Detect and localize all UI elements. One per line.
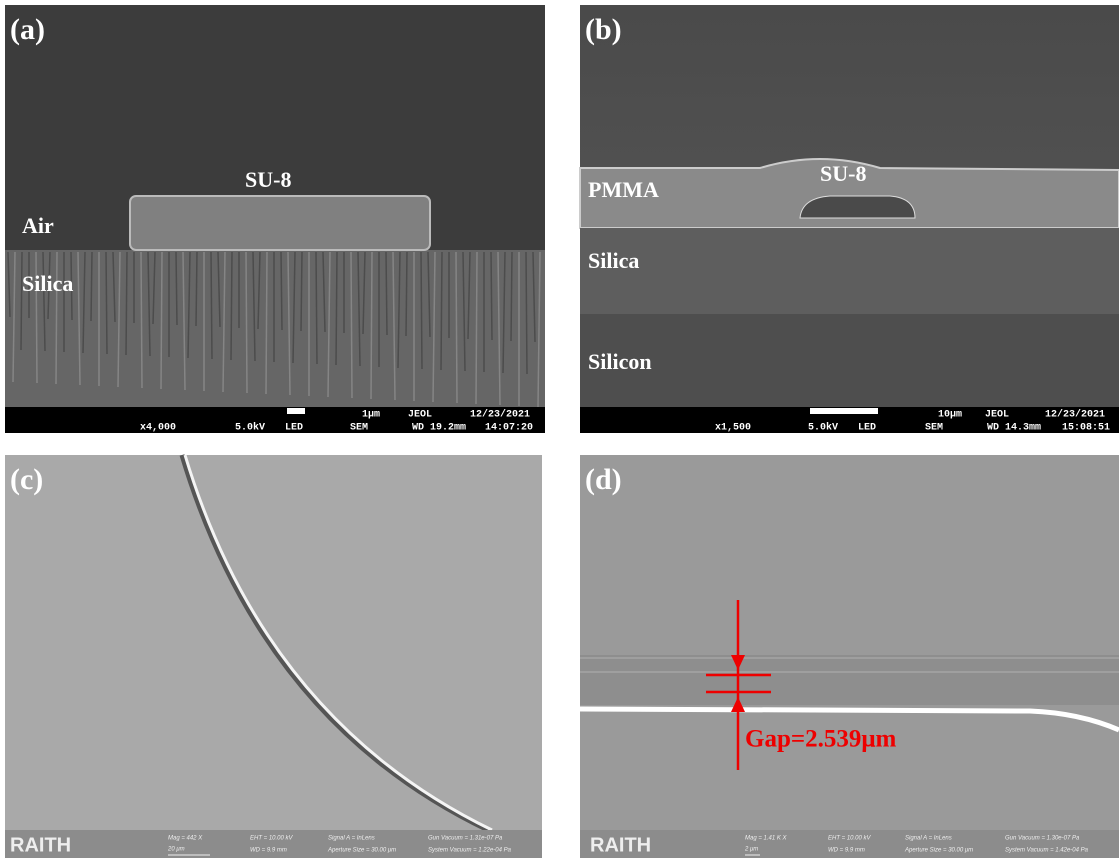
striation — [211, 252, 212, 359]
info-text: 14:07:20 — [485, 423, 533, 434]
info-text: 10μm — [938, 410, 962, 421]
striation — [421, 252, 422, 369]
annotation: Silicon — [588, 349, 652, 374]
info-text: EHT = 10.00 kV — [250, 836, 294, 842]
striation — [141, 252, 142, 388]
annotation: SU-8 — [245, 167, 291, 192]
info-bar — [5, 830, 542, 858]
background — [5, 455, 542, 858]
striation — [491, 252, 492, 340]
striation — [511, 252, 512, 341]
info-text: System Vacuum = 1.42e-04 Pa — [1005, 848, 1089, 854]
info-text: x1,500 — [715, 423, 751, 434]
striation — [371, 252, 372, 399]
info-text: JEOL — [408, 410, 432, 421]
annotation: Silica — [22, 271, 73, 296]
info-text: 5.0kV — [808, 422, 838, 434]
info-text: EHT = 10.00 kV — [828, 836, 872, 842]
annotation: Silica — [588, 248, 639, 273]
info-text: LED — [285, 423, 303, 434]
annotation: Gap=2.539μm — [745, 726, 897, 753]
info-text: 5.0kV — [235, 422, 265, 434]
info-text: WD 19.2mm — [412, 423, 466, 434]
panel-label: (d) — [585, 463, 622, 496]
info-text: Signal A = InLens — [328, 836, 375, 842]
figure: (a) SU-8 Air Silica 1μm JEOL 12/23/2021 … — [0, 0, 1119, 860]
info-text: Gun Vacuum = 1.30e-07 Pa — [1005, 836, 1080, 842]
striation — [301, 252, 302, 331]
striation — [526, 252, 527, 374]
info-text: Signal A = InLens — [905, 836, 952, 842]
striation — [161, 252, 162, 389]
striation — [441, 252, 442, 370]
panel-b: (b) PMMA SU-8 Silica Silicon 10μm JEOL 1… — [580, 5, 1119, 434]
su8-core — [800, 196, 915, 218]
panel-label: (a) — [10, 13, 45, 46]
gap-region — [580, 655, 1119, 705]
annotation: PMMA — [588, 177, 659, 202]
info-text: 12/23/2021 — [470, 409, 530, 421]
striation — [126, 252, 127, 355]
info-bar — [580, 830, 1119, 858]
panel-label: (c) — [10, 463, 43, 496]
scale-bar — [287, 408, 305, 414]
striation — [316, 252, 317, 364]
info-text: System Vacuum = 1.22e-04 Pa — [428, 848, 512, 854]
info-text: SEM — [350, 423, 368, 434]
striation — [336, 252, 337, 365]
info-text: 1μm — [362, 410, 380, 421]
info-text: Gun Vacuum = 1.31e-07 Pa — [428, 836, 503, 842]
info-text: WD = 9.9 mm — [250, 848, 287, 854]
striation — [266, 252, 267, 394]
info-text: x4,000 — [140, 423, 176, 434]
raith-logo: RAITH — [590, 834, 651, 856]
page: {"panels": [ {"label": "(a)", "annotatio… — [0, 0, 1119, 860]
info-text: LED — [858, 423, 876, 434]
info-text: 12/23/2021 — [1045, 409, 1105, 421]
info-text: WD 14.3mm — [987, 423, 1041, 434]
info-text: JEOL — [985, 410, 1009, 421]
striation — [386, 252, 387, 335]
silica-layer — [580, 228, 1119, 314]
striation — [176, 252, 177, 325]
striation — [21, 252, 22, 350]
info-text: Aperture Size = 30.00 μm — [327, 848, 396, 854]
annotation: Air — [22, 213, 54, 238]
info-text: SEM — [925, 423, 943, 434]
striation — [406, 252, 407, 336]
striation — [231, 252, 232, 360]
panel-d: (d) Gap=2.539μm RAITH Mag = 1.41 K X 2 μ… — [580, 455, 1119, 858]
info-text: Mag = 1.41 K X — [745, 836, 788, 842]
striation — [106, 252, 107, 354]
info-text: 15:08:51 — [1062, 423, 1110, 434]
info-text: 20 μm — [167, 847, 185, 853]
panel-a: (a) SU-8 Air Silica 1μm JEOL 12/23/2021 … — [5, 5, 545, 434]
su8-block — [130, 196, 430, 250]
striation — [281, 252, 282, 330]
info-text: Aperture Size = 30.00 μm — [904, 848, 973, 854]
striation — [196, 252, 197, 326]
scale-bar — [810, 408, 878, 414]
striation — [456, 252, 457, 403]
silicon-layer — [580, 314, 1119, 407]
striation — [351, 252, 352, 398]
striation — [246, 252, 247, 393]
panel-c: (c) RAITH Mag = 442 X 20 μm EHT = 10.00 … — [5, 455, 542, 858]
info-text: WD = 9.9 mm — [828, 848, 865, 854]
info-text: Mag = 442 X — [168, 836, 203, 842]
striation — [476, 252, 477, 404]
panel-label: (b) — [585, 13, 622, 46]
annotation: SU-8 — [820, 161, 866, 186]
raith-logo: RAITH — [10, 834, 71, 856]
info-text: 2 μm — [744, 847, 758, 853]
striation — [91, 252, 92, 321]
